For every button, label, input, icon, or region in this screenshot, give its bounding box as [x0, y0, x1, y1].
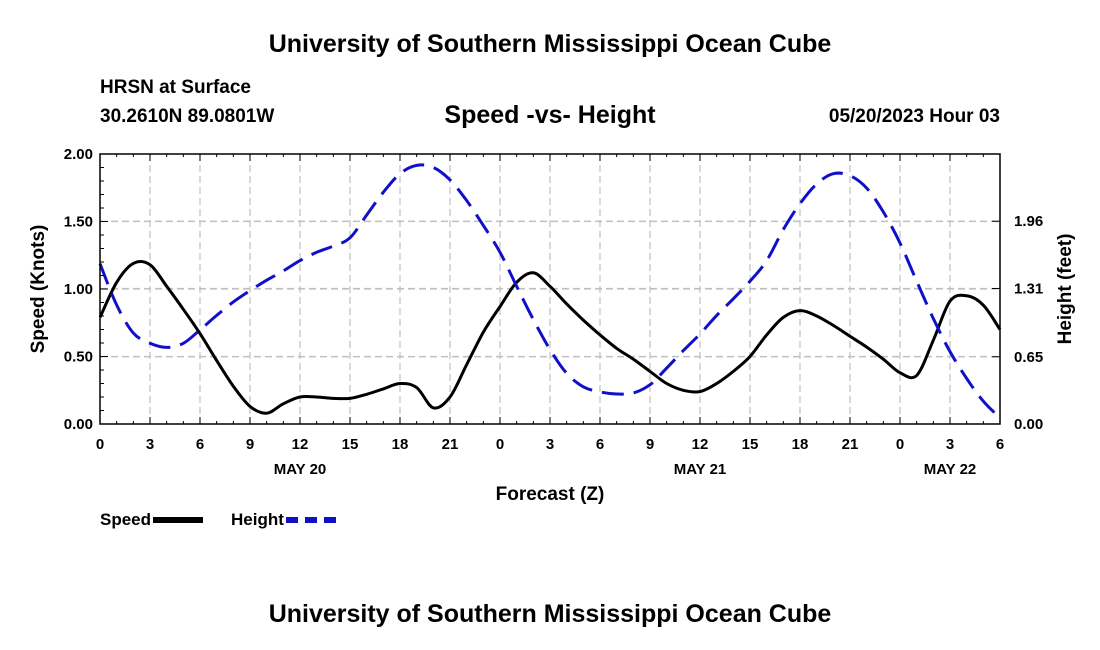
- y-tick-label: 2.00: [64, 146, 93, 163]
- x-tick-label: 21: [442, 436, 459, 453]
- x-tick-label: 3: [146, 436, 154, 453]
- series-lines: [98, 163, 1002, 419]
- x-axis-title: Forecast (Z): [496, 484, 605, 505]
- legend-speed-label: Speed: [100, 510, 152, 529]
- y-axis-title: Speed (Knots): [28, 225, 49, 354]
- legend-height-swatch: [285, 517, 336, 523]
- y2-tick-label: 0.00: [1014, 416, 1043, 433]
- y-tick-label: 0.50: [64, 349, 93, 366]
- coordinates-label: 30.2610N 89.0801W: [100, 106, 275, 127]
- main-title: University of Southern Mississippi Ocean…: [268, 30, 832, 58]
- x-tick-label: 18: [792, 436, 809, 453]
- x-tick-label: 3: [946, 436, 954, 453]
- legend-speed: Speed: [100, 510, 204, 530]
- x-tick-label: 15: [742, 436, 759, 453]
- x-tick-label: 9: [646, 436, 654, 453]
- x-tick-label: 0: [896, 436, 904, 453]
- grid-lines: [100, 154, 1000, 424]
- chart-subtitle: Speed -vs- Height: [444, 101, 656, 129]
- day-label: MAY 22: [924, 461, 977, 478]
- y2-axis-title: Height (feet): [1055, 234, 1076, 345]
- x-tick-label: 15: [342, 436, 359, 453]
- x-tick-label: 12: [692, 436, 709, 453]
- legend-height: Height: [231, 510, 336, 530]
- x-tick-label: 0: [496, 436, 504, 453]
- x-tick-label: 6: [196, 436, 204, 453]
- x-tick-label: 6: [996, 436, 1004, 453]
- plot-border: [99, 153, 1001, 425]
- y2-tick-label: 1.96: [1014, 213, 1043, 230]
- legend-speed-swatch: [153, 517, 204, 523]
- legend-height-label: Height: [231, 510, 284, 529]
- x-tick-label: 12: [292, 436, 309, 453]
- station-label: HRSN at Surface: [100, 77, 251, 98]
- footer-title: University of Southern Mississippi Ocean…: [268, 600, 832, 628]
- series-line-speed: [98, 259, 1002, 415]
- x-tick-label: 0: [96, 436, 104, 453]
- day-label: MAY 21: [674, 461, 727, 478]
- axis-labels: 0 3 6 9 12 15 18 21 0 3 6 9 12 15 18 21 0 3 6 0.00 0.50 1.00 1…: [28, 146, 1076, 505]
- y-tick-label: 1.00: [64, 281, 93, 298]
- x-tick-label: 21: [842, 436, 859, 453]
- y2-tick-label: 1.31: [1014, 280, 1043, 297]
- x-tick-label: 3: [546, 436, 554, 453]
- day-label: MAY 20: [274, 461, 327, 478]
- y-tick-label: 1.50: [64, 214, 93, 231]
- x-tick-label: 18: [392, 436, 409, 453]
- x-tick-label: 9: [246, 436, 254, 453]
- forecast-datetime: 05/20/2023 Hour 03: [828, 106, 1000, 127]
- y2-tick-label: 0.65: [1014, 349, 1043, 366]
- y-tick-label: 0.00: [64, 416, 93, 433]
- x-tick-label: 6: [596, 436, 604, 453]
- plot-frame: [99, 153, 1001, 425]
